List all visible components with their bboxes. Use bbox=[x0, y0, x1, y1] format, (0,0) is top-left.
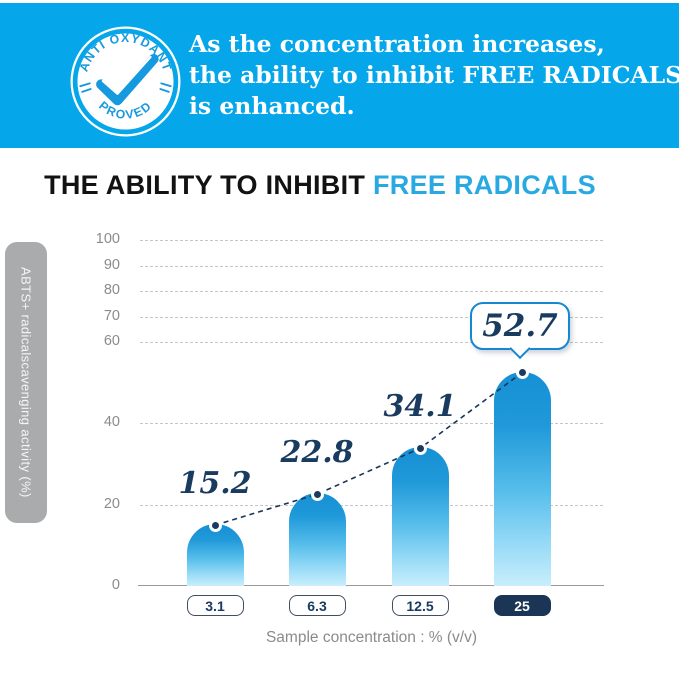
banner-line-3: is enhanced. bbox=[189, 92, 355, 120]
x-pill-25: 25 bbox=[493, 595, 551, 616]
data-point-22.8 bbox=[310, 487, 324, 501]
x-axis-label: Sample concentration : % (v/v) bbox=[265, 629, 478, 646]
x-pill-6.3: 6.3 bbox=[288, 595, 346, 616]
badge-side-dashes bbox=[79, 82, 172, 93]
y-tick-80: 80 bbox=[103, 282, 120, 298]
antioxidant-stamp-icon: ANTI OXYDANT PROVED bbox=[70, 26, 181, 137]
gridline-100 bbox=[140, 240, 603, 241]
gridline-90 bbox=[140, 266, 603, 267]
banner-line-2: the ability to inhibit FREE RADICALS bbox=[189, 61, 679, 89]
x-pill-3.1: 3.1 bbox=[186, 595, 244, 616]
banner-line-1: As the concentration increases, bbox=[189, 30, 605, 58]
highlight-callout: 52.7 bbox=[470, 302, 570, 350]
y-axis-label-tab: ABTS+ radicalscavenging activity (%) bbox=[5, 242, 47, 523]
gridline-60 bbox=[140, 342, 603, 343]
highlight-value: 52.7 bbox=[482, 308, 558, 344]
svg-text:PROVED: PROVED bbox=[96, 98, 155, 121]
gridline-70 bbox=[140, 317, 603, 318]
page-title-accent: FREE RADICALS bbox=[373, 170, 596, 200]
gridline-80 bbox=[140, 291, 603, 292]
y-tick-40: 40 bbox=[103, 414, 120, 430]
x-pill-12.5: 12.5 bbox=[391, 595, 449, 616]
y-axis-label: ABTS+ radicalscavenging activity (%) bbox=[18, 267, 34, 498]
check-icon bbox=[96, 53, 159, 106]
bar-3.1 bbox=[186, 524, 244, 586]
x-axis-line bbox=[138, 585, 604, 586]
y-tick-0: 0 bbox=[111, 577, 120, 593]
data-point-52.7 bbox=[515, 366, 529, 380]
y-tick-70: 70 bbox=[103, 308, 120, 324]
data-point-34.1 bbox=[413, 441, 427, 455]
top-banner: ANTI OXYDANT PROVED As the concentration… bbox=[0, 3, 679, 148]
bar-value-label-34.1: 34.1 bbox=[383, 389, 457, 425]
bar-6.3 bbox=[288, 493, 346, 586]
bar-value-label-15.2: 15.2 bbox=[178, 466, 252, 502]
badge-arc-bottom-text: PROVED bbox=[96, 98, 153, 121]
y-tick-90: 90 bbox=[103, 257, 120, 273]
y-tick-100: 100 bbox=[95, 231, 120, 247]
page-title: THE ABILITY TO INHIBIT FREE RADICALS bbox=[30, 170, 610, 201]
bar-value-label-22.8: 22.8 bbox=[280, 435, 354, 471]
page-title-prefix: THE ABILITY TO INHIBIT bbox=[44, 170, 366, 200]
y-tick-60: 60 bbox=[103, 333, 120, 349]
bar-12.5 bbox=[391, 447, 449, 586]
y-tick-20: 20 bbox=[103, 496, 120, 512]
data-point-15.2 bbox=[208, 518, 222, 532]
bar-25 bbox=[493, 372, 551, 586]
banner-headline: As the concentration increases, the abil… bbox=[189, 29, 679, 122]
